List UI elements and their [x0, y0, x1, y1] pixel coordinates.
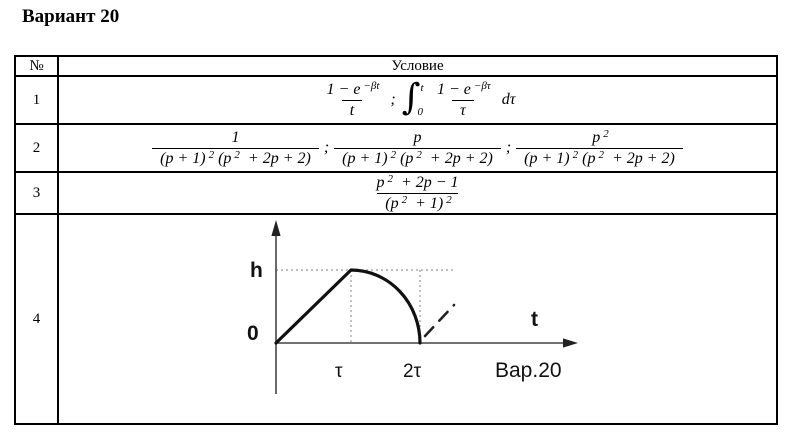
math-superscript: 2: [603, 127, 609, 140]
math-text: (p: [582, 149, 596, 167]
formula-row2: 1 (p + 1) 2 (p 2 + 2p + 2); p (p + 1) 2 (p 2 + 2p…: [59, 127, 776, 168]
math-text: t: [349, 101, 355, 119]
math-text: ;: [390, 91, 396, 108]
fraction-denominator: (p 2 + 1) 2: [377, 192, 458, 213]
fraction: 1 − e −βτ τ: [429, 79, 497, 120]
fraction: 1 (p + 1) 2 (p 2 + 2p + 2): [152, 129, 319, 168]
integral-upper-limit: t: [420, 82, 424, 94]
signal-curve: [274, 268, 422, 345]
math-superscript: 2: [390, 148, 397, 161]
math-superscript: 2: [572, 148, 579, 161]
fraction-denominator: t: [341, 99, 363, 120]
column-header-condition: Условие: [57, 55, 778, 77]
math-text: dτ: [501, 91, 516, 108]
integral: ∫ t 0: [401, 77, 426, 119]
fraction: 1 − e −βt t: [319, 79, 386, 120]
math-superscript: 2: [446, 193, 452, 206]
row-number: 2: [14, 123, 59, 173]
math-text: 1: [231, 128, 240, 146]
math-text: ;: [505, 139, 512, 156]
fraction-numerator: 1: [223, 129, 247, 148]
math-superscript: 2: [416, 148, 422, 161]
fraction-numerator: 1 − e −βt: [319, 79, 386, 100]
math-text: p: [413, 128, 422, 146]
math-superscript: 2: [234, 148, 240, 161]
two-tau-tick-label: 2τ: [403, 361, 422, 382]
integral-lower-limit: 0: [417, 106, 423, 118]
graph-cell: h 0 t τ 2τ Вар.20: [57, 213, 778, 425]
math-text: 1 − e: [326, 80, 361, 98]
math-superscript: 2: [208, 148, 215, 161]
math-superscript: 2: [598, 148, 604, 161]
math-text: + 1): [411, 194, 444, 212]
tasks-table: № Условие 1 1 − e −βt t; ∫ t 0 1 − e −βτ τ dτ 2 1…: [14, 55, 778, 425]
math-text: (p + 1): [524, 149, 570, 167]
math-text: (p + 1): [342, 149, 388, 167]
math-text: ;: [323, 139, 330, 156]
math-text: 1 − e: [436, 80, 471, 98]
condition-cell: 1 (p + 1) 2 (p 2 + 2p + 2); p (p + 1) 2 (p 2 + 2p…: [57, 123, 778, 173]
page-title: Вариант 20: [22, 6, 120, 27]
math-superscript: −βτ: [473, 79, 491, 92]
math-text: + 2p + 2): [243, 149, 311, 167]
math-text: p: [592, 128, 601, 146]
y-axis-arrow-icon: [271, 220, 281, 236]
math-superscript: −βt: [363, 79, 380, 92]
math-superscript: 2: [401, 193, 408, 206]
table-row: 4 h 0: [14, 213, 778, 425]
fraction: p (p + 1) 2 (p 2 + 2p + 2): [334, 129, 501, 168]
column-header-number: №: [14, 55, 59, 77]
math-text: (p + 1): [160, 149, 206, 167]
fraction-numerator: p: [405, 129, 429, 148]
math-text: + 2p − 1: [396, 173, 459, 191]
fraction-denominator: (p + 1) 2 (p 2 + 2p + 2): [334, 147, 501, 168]
dashed-continuation: [423, 303, 456, 338]
row-number: 4: [14, 213, 59, 425]
row-number: 3: [14, 171, 59, 215]
math-text: (p: [218, 149, 232, 167]
y-level-label: h: [250, 259, 263, 282]
math-text: (p: [400, 149, 414, 167]
graph-caption: Вар.20: [495, 359, 562, 382]
math-text: τ: [459, 101, 466, 119]
math-text: (p: [385, 194, 399, 212]
table-row: 1 1 − e −βt t; ∫ t 0 1 − e −βτ τ dτ: [14, 75, 778, 125]
fraction-denominator: (p + 1) 2 (p 2 + 2p + 2): [516, 147, 683, 168]
fraction-denominator: τ: [451, 99, 474, 120]
fraction: p 2 (p + 1) 2 (p 2 + 2p + 2): [516, 127, 683, 168]
origin-label: 0: [247, 322, 259, 345]
math-text: + 2p + 2): [607, 149, 675, 167]
condition-cell: 1 − e −βt t; ∫ t 0 1 − e −βτ τ dτ: [57, 75, 778, 125]
math-superscript: 2: [387, 172, 393, 185]
fraction-numerator: 1 − e −βτ: [429, 79, 497, 100]
table-header-row: № Условие: [14, 55, 778, 77]
row-number: 1: [14, 75, 59, 125]
math-text: + 2p + 2): [425, 149, 493, 167]
integral-symbol: ∫: [401, 77, 421, 118]
formula-row1: 1 − e −βt t; ∫ t 0 1 − e −βτ τ dτ: [59, 77, 776, 120]
tau-tick-label: τ: [335, 361, 343, 382]
x-axis-label: t: [531, 308, 538, 331]
math-text: p: [376, 173, 385, 191]
signal-graph: h 0 t τ 2τ Вар.20: [247, 220, 578, 394]
fraction-denominator: (p + 1) 2 (p 2 + 2p + 2): [152, 147, 319, 168]
table-row: 2 1 (p + 1) 2 (p 2 + 2p + 2); p (p + 1) 2 (p 2 + …: [14, 123, 778, 173]
x-axis-arrow-icon: [563, 338, 578, 348]
